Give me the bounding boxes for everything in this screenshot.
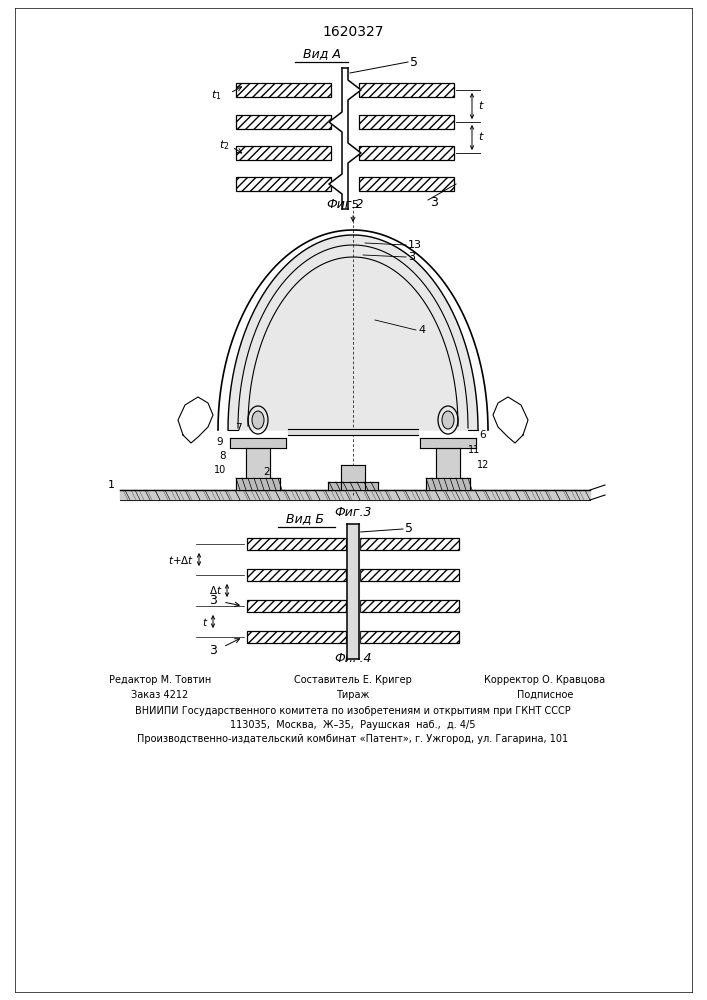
Text: Вид Б: Вид Б (286, 512, 324, 525)
Text: 5: 5 (405, 522, 413, 536)
Bar (236, 83, 331, 97)
Text: 3: 3 (209, 645, 217, 658)
Bar (359, 115, 454, 129)
Text: Тираж: Тираж (337, 690, 370, 700)
Bar (236, 177, 331, 191)
Bar (360, 600, 459, 612)
Text: 5: 5 (410, 55, 418, 68)
Text: 7: 7 (235, 423, 241, 433)
Text: 2: 2 (263, 467, 269, 477)
Text: 1: 1 (108, 480, 115, 490)
Bar (247, 631, 346, 643)
Bar (359, 146, 454, 160)
Bar (360, 538, 459, 550)
Text: Производственно-издательский комбинат «Патент», г. Ужгород, ул. Гагарина, 101: Производственно-издательский комбинат «П… (137, 734, 568, 744)
Ellipse shape (252, 411, 264, 429)
Text: 10: 10 (214, 465, 226, 475)
Text: 6: 6 (479, 430, 486, 440)
Text: Подписное: Подписное (517, 690, 573, 700)
Bar (247, 600, 346, 612)
Bar (247, 569, 346, 581)
Text: 1620327: 1620327 (322, 25, 384, 39)
Bar (236, 177, 331, 191)
Text: Редактор М. Товтин: Редактор М. Товтин (109, 675, 211, 685)
Text: Составитель Е. Кригер: Составитель Е. Кригер (294, 675, 412, 685)
Text: t: t (478, 132, 482, 142)
Text: 4: 4 (418, 325, 425, 335)
Text: Фиг.2: Фиг.2 (326, 198, 363, 212)
Bar (236, 146, 331, 160)
Text: 8: 8 (220, 451, 226, 461)
Bar (360, 538, 459, 550)
Bar (247, 538, 346, 550)
Text: Фиг.3: Фиг.3 (334, 506, 372, 520)
Text: $t{+}\Delta t$: $t{+}\Delta t$ (168, 554, 194, 566)
Bar (360, 600, 459, 612)
Ellipse shape (442, 411, 454, 429)
Text: Вид А: Вид А (303, 47, 341, 60)
Text: Фиг.4: Фиг.4 (334, 652, 372, 664)
Bar (236, 83, 331, 97)
Text: 12: 12 (477, 460, 489, 470)
Text: 13: 13 (408, 240, 422, 250)
Bar (359, 177, 454, 191)
Bar (247, 569, 346, 581)
Bar (236, 115, 331, 129)
Text: $t_1$: $t_1$ (211, 88, 222, 102)
Text: $\Delta t$: $\Delta t$ (209, 584, 222, 596)
Bar (360, 631, 459, 643)
Bar (359, 83, 454, 97)
Bar (360, 569, 459, 581)
Text: ВНИИПИ Государственного комитета по изобретениям и открытиям при ГКНТ СССР: ВНИИПИ Государственного комитета по изоб… (135, 706, 571, 716)
Bar (359, 83, 454, 97)
Bar (247, 631, 346, 643)
Text: $t$: $t$ (201, 615, 208, 628)
Bar (360, 569, 459, 581)
Polygon shape (329, 68, 361, 209)
Text: Заказ 4212: Заказ 4212 (132, 690, 189, 700)
Text: Корректор О. Кравцова: Корректор О. Кравцова (484, 675, 606, 685)
Text: 3: 3 (430, 196, 438, 209)
Text: 3: 3 (209, 594, 217, 607)
Bar (359, 115, 454, 129)
Bar (359, 177, 454, 191)
Text: 9: 9 (216, 437, 223, 447)
Bar (236, 146, 331, 160)
Text: t: t (478, 101, 482, 111)
Text: 5: 5 (351, 200, 358, 210)
Text: 3: 3 (408, 252, 415, 262)
Text: $t_2$: $t_2$ (219, 138, 230, 152)
Polygon shape (228, 235, 478, 430)
Bar (360, 631, 459, 643)
Text: 11: 11 (468, 445, 480, 455)
Bar (236, 115, 331, 129)
Bar (359, 146, 454, 160)
Bar (247, 600, 346, 612)
Text: 113035,  Москва,  Ж–35,  Раушская  наб.,  д. 4/5: 113035, Москва, Ж–35, Раушская наб., д. … (230, 720, 476, 730)
Bar (247, 538, 346, 550)
